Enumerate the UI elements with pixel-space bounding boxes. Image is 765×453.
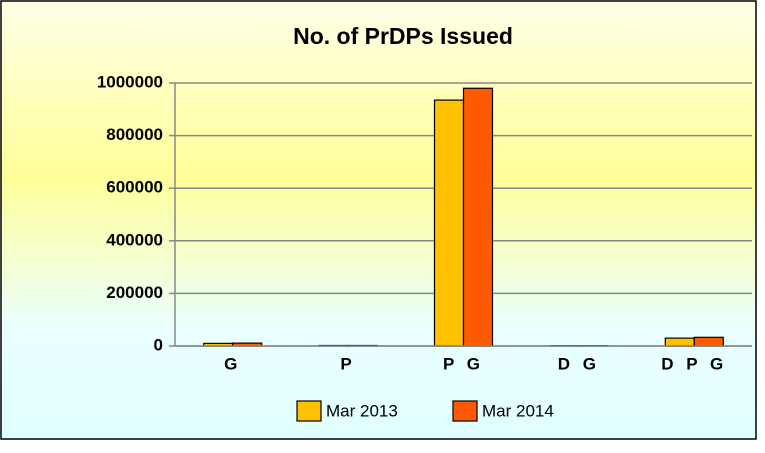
bar [435, 100, 464, 346]
y-tick-label: 600000 [106, 178, 163, 197]
x-tick-label: P [340, 354, 355, 373]
bar [464, 88, 493, 346]
x-tick-label: D G [558, 354, 600, 373]
chart-title: No. of PrDPs Issued [293, 23, 513, 49]
x-tick-label: D P G [661, 354, 727, 373]
bar [665, 338, 694, 346]
legend-swatch [453, 401, 477, 421]
y-tick-label: 800000 [106, 125, 163, 144]
y-tick-label: 400000 [106, 230, 163, 249]
y-tick-label: 1000000 [97, 72, 163, 91]
y-tick-label: 200000 [106, 283, 163, 302]
legend-swatch [297, 401, 321, 421]
bar [694, 337, 723, 346]
chart-frame [1, 1, 756, 439]
x-tick-label: G [224, 354, 241, 373]
legend-label: Mar 2014 [482, 401, 554, 420]
x-tick-label: P G [443, 354, 484, 373]
legend-label: Mar 2013 [326, 401, 398, 420]
y-tick-label: 0 [154, 335, 163, 354]
